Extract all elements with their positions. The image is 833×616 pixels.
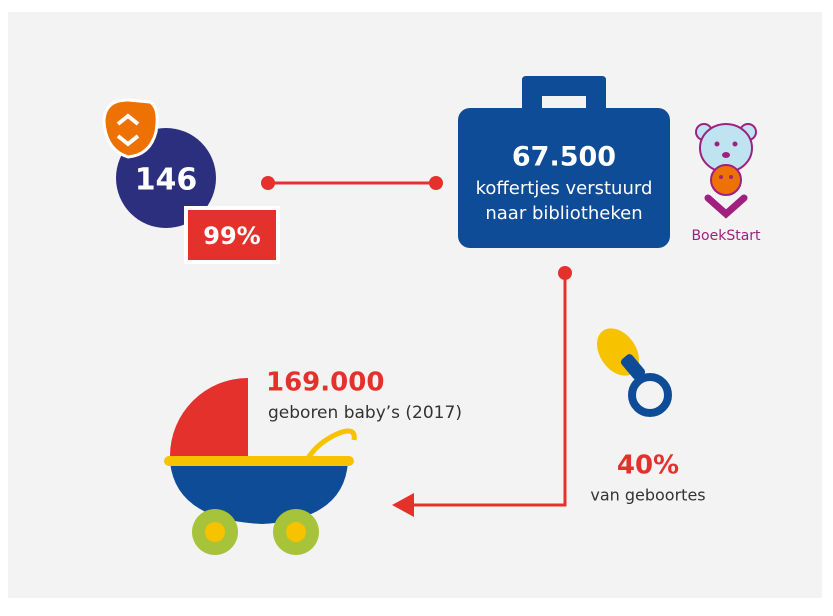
suitcase-line2: naar bibliotheken [485, 203, 642, 224]
suitcase-line1: koffertjes verstuurd [476, 178, 653, 199]
share-number: 99% [203, 222, 260, 250]
births-number: 169.000 [266, 368, 384, 398]
boekstart-label: BoekStart [691, 228, 761, 244]
births-share-number: 40% [617, 451, 679, 481]
suitcase-number: 67.500 [512, 142, 616, 173]
municipality-badge [104, 100, 157, 157]
page: 146 99% 67.500 koffertjes verstuurd naar… [0, 0, 833, 612]
municipality-number: 146 [135, 163, 198, 198]
infographic: 146 99% 67.500 koffertjes verstuurd naar… [0, 0, 833, 612]
births-label: geboren baby’s (2017) [268, 403, 462, 423]
births-share-label: van geboortes [590, 486, 705, 505]
